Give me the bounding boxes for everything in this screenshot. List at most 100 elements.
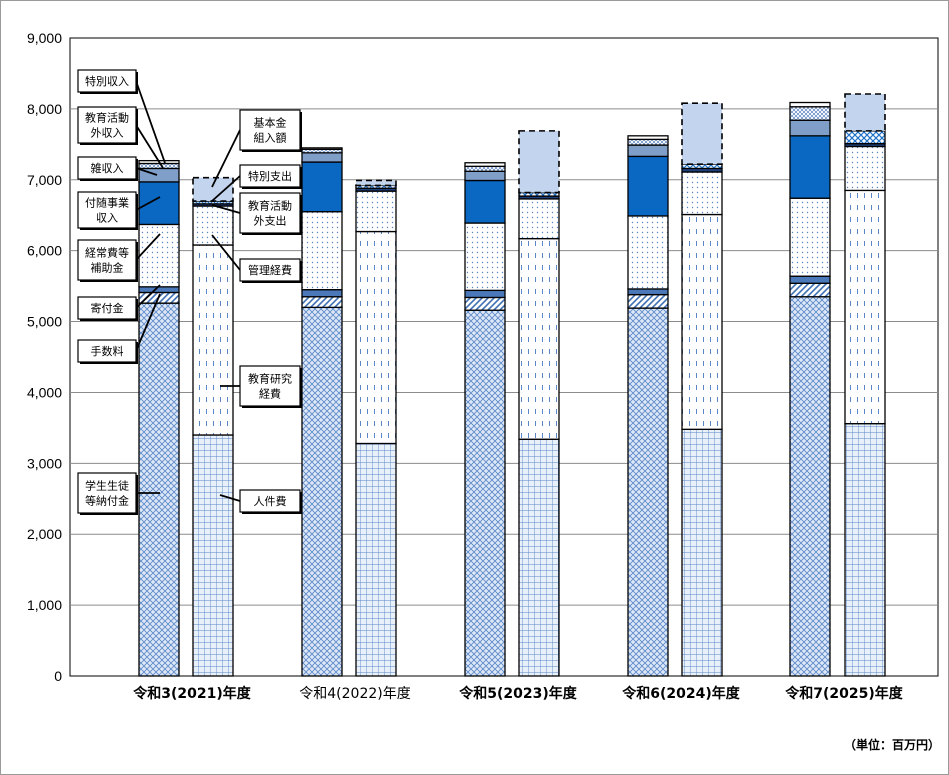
callout-leader-line bbox=[135, 80, 166, 164]
income-bar-segment-4-1 bbox=[301, 161, 343, 213]
income-bar-segment-4-2 bbox=[464, 179, 506, 224]
expense-bar-segment-1-1 bbox=[355, 230, 397, 445]
income-bar-segment-0-2 bbox=[464, 309, 506, 677]
unit-label: （単位：百万円） bbox=[844, 737, 940, 752]
income-bar-segment-6-3 bbox=[627, 138, 669, 146]
y-tick-label: 2,000 bbox=[27, 526, 62, 542]
callout-leader-line bbox=[211, 204, 241, 214]
expense-bar-segment-4-4 bbox=[844, 130, 886, 145]
x-category-label: 令和5(2023)年度 bbox=[458, 685, 578, 702]
callout-leader-line bbox=[211, 175, 241, 202]
callout-text: 特別収入 bbox=[85, 74, 129, 88]
income-bar-segment-2-1 bbox=[301, 289, 343, 298]
callout-box bbox=[239, 258, 301, 282]
y-tick-label: 7,000 bbox=[27, 172, 62, 188]
expense-bar-segment-2-3 bbox=[681, 171, 723, 216]
expense-bar-segment-1-3 bbox=[681, 213, 723, 430]
income-bar-segment-0-3 bbox=[627, 307, 669, 677]
callout-text: 人件費 bbox=[254, 494, 287, 508]
callout-text: 教育研究 bbox=[248, 372, 292, 386]
expense-bar-segment-0-3 bbox=[681, 428, 723, 677]
income-bar-segment-4-3 bbox=[627, 155, 669, 217]
expense-bar-segment-2-1 bbox=[355, 190, 397, 233]
expense-bar-segment-0-0 bbox=[192, 434, 234, 677]
callout-box bbox=[77, 191, 137, 229]
expense-bar-segment-5-4 bbox=[844, 93, 886, 132]
expense-bar-segment-0-1 bbox=[355, 442, 397, 677]
y-tick-label: 4,000 bbox=[27, 384, 62, 400]
callout-5: 寄付金 bbox=[77, 284, 161, 321]
callout-leader-line bbox=[135, 196, 161, 211]
callout-box bbox=[239, 192, 301, 234]
income-bar-segment-3-4 bbox=[789, 197, 831, 277]
income-bar-segment-5-4 bbox=[789, 119, 831, 137]
income-bar-segment-2-3 bbox=[627, 288, 669, 296]
callout-box bbox=[239, 365, 301, 407]
callout-leader-line bbox=[219, 494, 241, 502]
income-bar-segment-7-3 bbox=[627, 135, 669, 141]
callout-leader-line bbox=[211, 129, 241, 188]
callout-box bbox=[239, 164, 301, 188]
callout-leader-line bbox=[211, 234, 241, 271]
income-bar-segment-1-1 bbox=[301, 296, 343, 309]
x-category-label: 令和6(2024)年度 bbox=[621, 685, 741, 702]
expense-bar-segment-5-0 bbox=[192, 176, 234, 202]
callout-text: 教育活動 bbox=[248, 199, 292, 213]
expense-bar-segment-5-3 bbox=[681, 102, 723, 165]
expense-bar-segment-5-2 bbox=[518, 130, 560, 194]
y-tick-label: 1,000 bbox=[27, 597, 62, 613]
callout-leader-line bbox=[135, 284, 161, 309]
income-bar-segment-1-2 bbox=[464, 296, 506, 311]
callout-box bbox=[77, 106, 137, 144]
callout-text: 管理経費 bbox=[248, 263, 292, 277]
callout-text: 寄付金 bbox=[91, 301, 124, 315]
expense-bar-segment-5-1 bbox=[355, 179, 397, 187]
callout-text: 外支出 bbox=[254, 214, 287, 228]
callout-text: 特別支出 bbox=[248, 169, 292, 183]
callout-box bbox=[77, 296, 137, 320]
callout-box bbox=[77, 69, 137, 93]
income-bar-segment-5-2 bbox=[464, 170, 506, 182]
y-tick-label: 3,000 bbox=[27, 455, 62, 471]
callout-text: 手数料 bbox=[91, 344, 124, 358]
callout-13: 人件費 bbox=[219, 489, 302, 514]
y-tick-label: 6,000 bbox=[27, 243, 62, 259]
y-tick-label: 8,000 bbox=[27, 101, 62, 117]
expense-bar-segment-0-4 bbox=[844, 422, 886, 677]
callout-11: 管理経費 bbox=[211, 234, 302, 283]
income-bar-segment-6-2 bbox=[464, 165, 506, 172]
callout-text: 組入額 bbox=[254, 132, 287, 145]
income-bar-segment-5-1 bbox=[301, 152, 343, 163]
callout-leader-line bbox=[135, 124, 164, 169]
callout-9: 特別支出 bbox=[211, 164, 302, 202]
x-category-label: 令和7(2025)年度 bbox=[784, 685, 904, 702]
callout-box bbox=[239, 489, 301, 513]
callout-text: 教育活動 bbox=[85, 111, 129, 125]
callout-leader-line bbox=[135, 167, 158, 176]
income-bar-segment-1-3 bbox=[627, 293, 669, 309]
callout-text: 経費 bbox=[259, 387, 281, 401]
income-bar-segment-7-4 bbox=[789, 101, 831, 108]
callout-leader-line bbox=[135, 233, 161, 261]
expense-bar-segment-1-2 bbox=[518, 237, 560, 440]
callout-text: 基本金 bbox=[254, 116, 287, 130]
expense-bar-segment-2-0 bbox=[192, 205, 234, 246]
expense-bar-segment-1-4 bbox=[844, 189, 886, 425]
y-tick-label: 5,000 bbox=[27, 314, 62, 330]
expense-bar-segment-2-4 bbox=[844, 145, 886, 192]
income-bar-segment-1-4 bbox=[789, 282, 831, 298]
income-bar-segment-2-2 bbox=[464, 289, 506, 299]
income-bar-segment-3-1 bbox=[301, 211, 343, 291]
income-bar-segment-7-1 bbox=[301, 147, 343, 150]
callout-text: 外収入 bbox=[91, 127, 124, 140]
callout-text: 収入 bbox=[96, 212, 118, 225]
callout-6: 手数料 bbox=[77, 293, 161, 364]
income-bar-segment-0-0 bbox=[138, 302, 180, 677]
